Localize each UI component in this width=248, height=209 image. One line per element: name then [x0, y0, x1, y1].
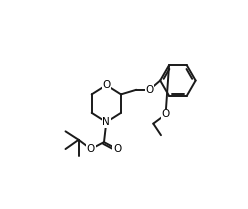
- Text: O: O: [113, 144, 121, 154]
- Text: O: O: [87, 144, 95, 154]
- Text: O: O: [102, 80, 110, 90]
- Text: O: O: [161, 109, 170, 119]
- Text: N: N: [102, 117, 110, 127]
- Text: O: O: [145, 85, 154, 95]
